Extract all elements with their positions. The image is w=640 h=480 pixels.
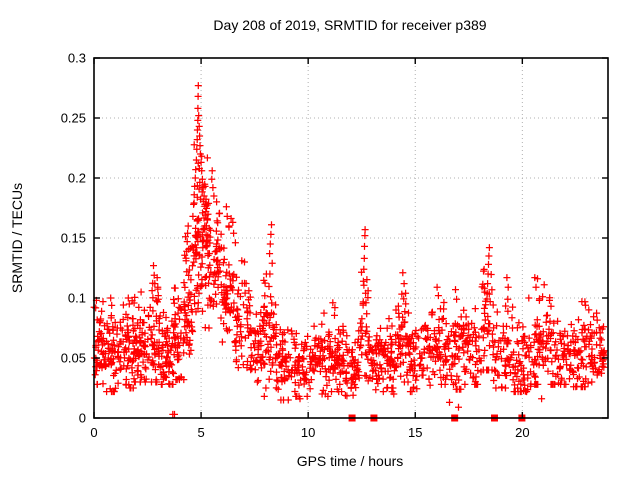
x-tick-label: 15	[408, 425, 422, 440]
y-tick-label: 0.1	[68, 291, 86, 306]
scatter-points	[90, 82, 608, 418]
y-tick-label: 0.05	[61, 351, 86, 366]
y-axis-label: SRMTID / TECUs	[9, 183, 25, 293]
y-tick-label: 0.2	[68, 171, 86, 186]
chart-title: Day 208 of 2019, SRMTID for receiver p38…	[213, 17, 486, 33]
y-tick-label: 0.15	[61, 231, 86, 246]
y-tick-label: 0.3	[68, 51, 86, 66]
y-tick-label: 0	[79, 411, 86, 426]
x-tick-label: 20	[515, 425, 529, 440]
x-tick-label: 0	[90, 425, 97, 440]
axis-ticks	[93, 57, 608, 419]
x-tick-label: 10	[301, 425, 315, 440]
tick-labels: 0 5 10 15 20 0 0.05 0.1 0.15 0.2 0.25 0.3	[61, 51, 530, 441]
x-axis-label: GPS time / hours	[297, 453, 404, 469]
gridlines	[94, 58, 608, 418]
x-tick-label: 5	[197, 425, 204, 440]
plus-markers-path	[90, 82, 608, 418]
y-tick-label: 0.25	[61, 111, 86, 126]
